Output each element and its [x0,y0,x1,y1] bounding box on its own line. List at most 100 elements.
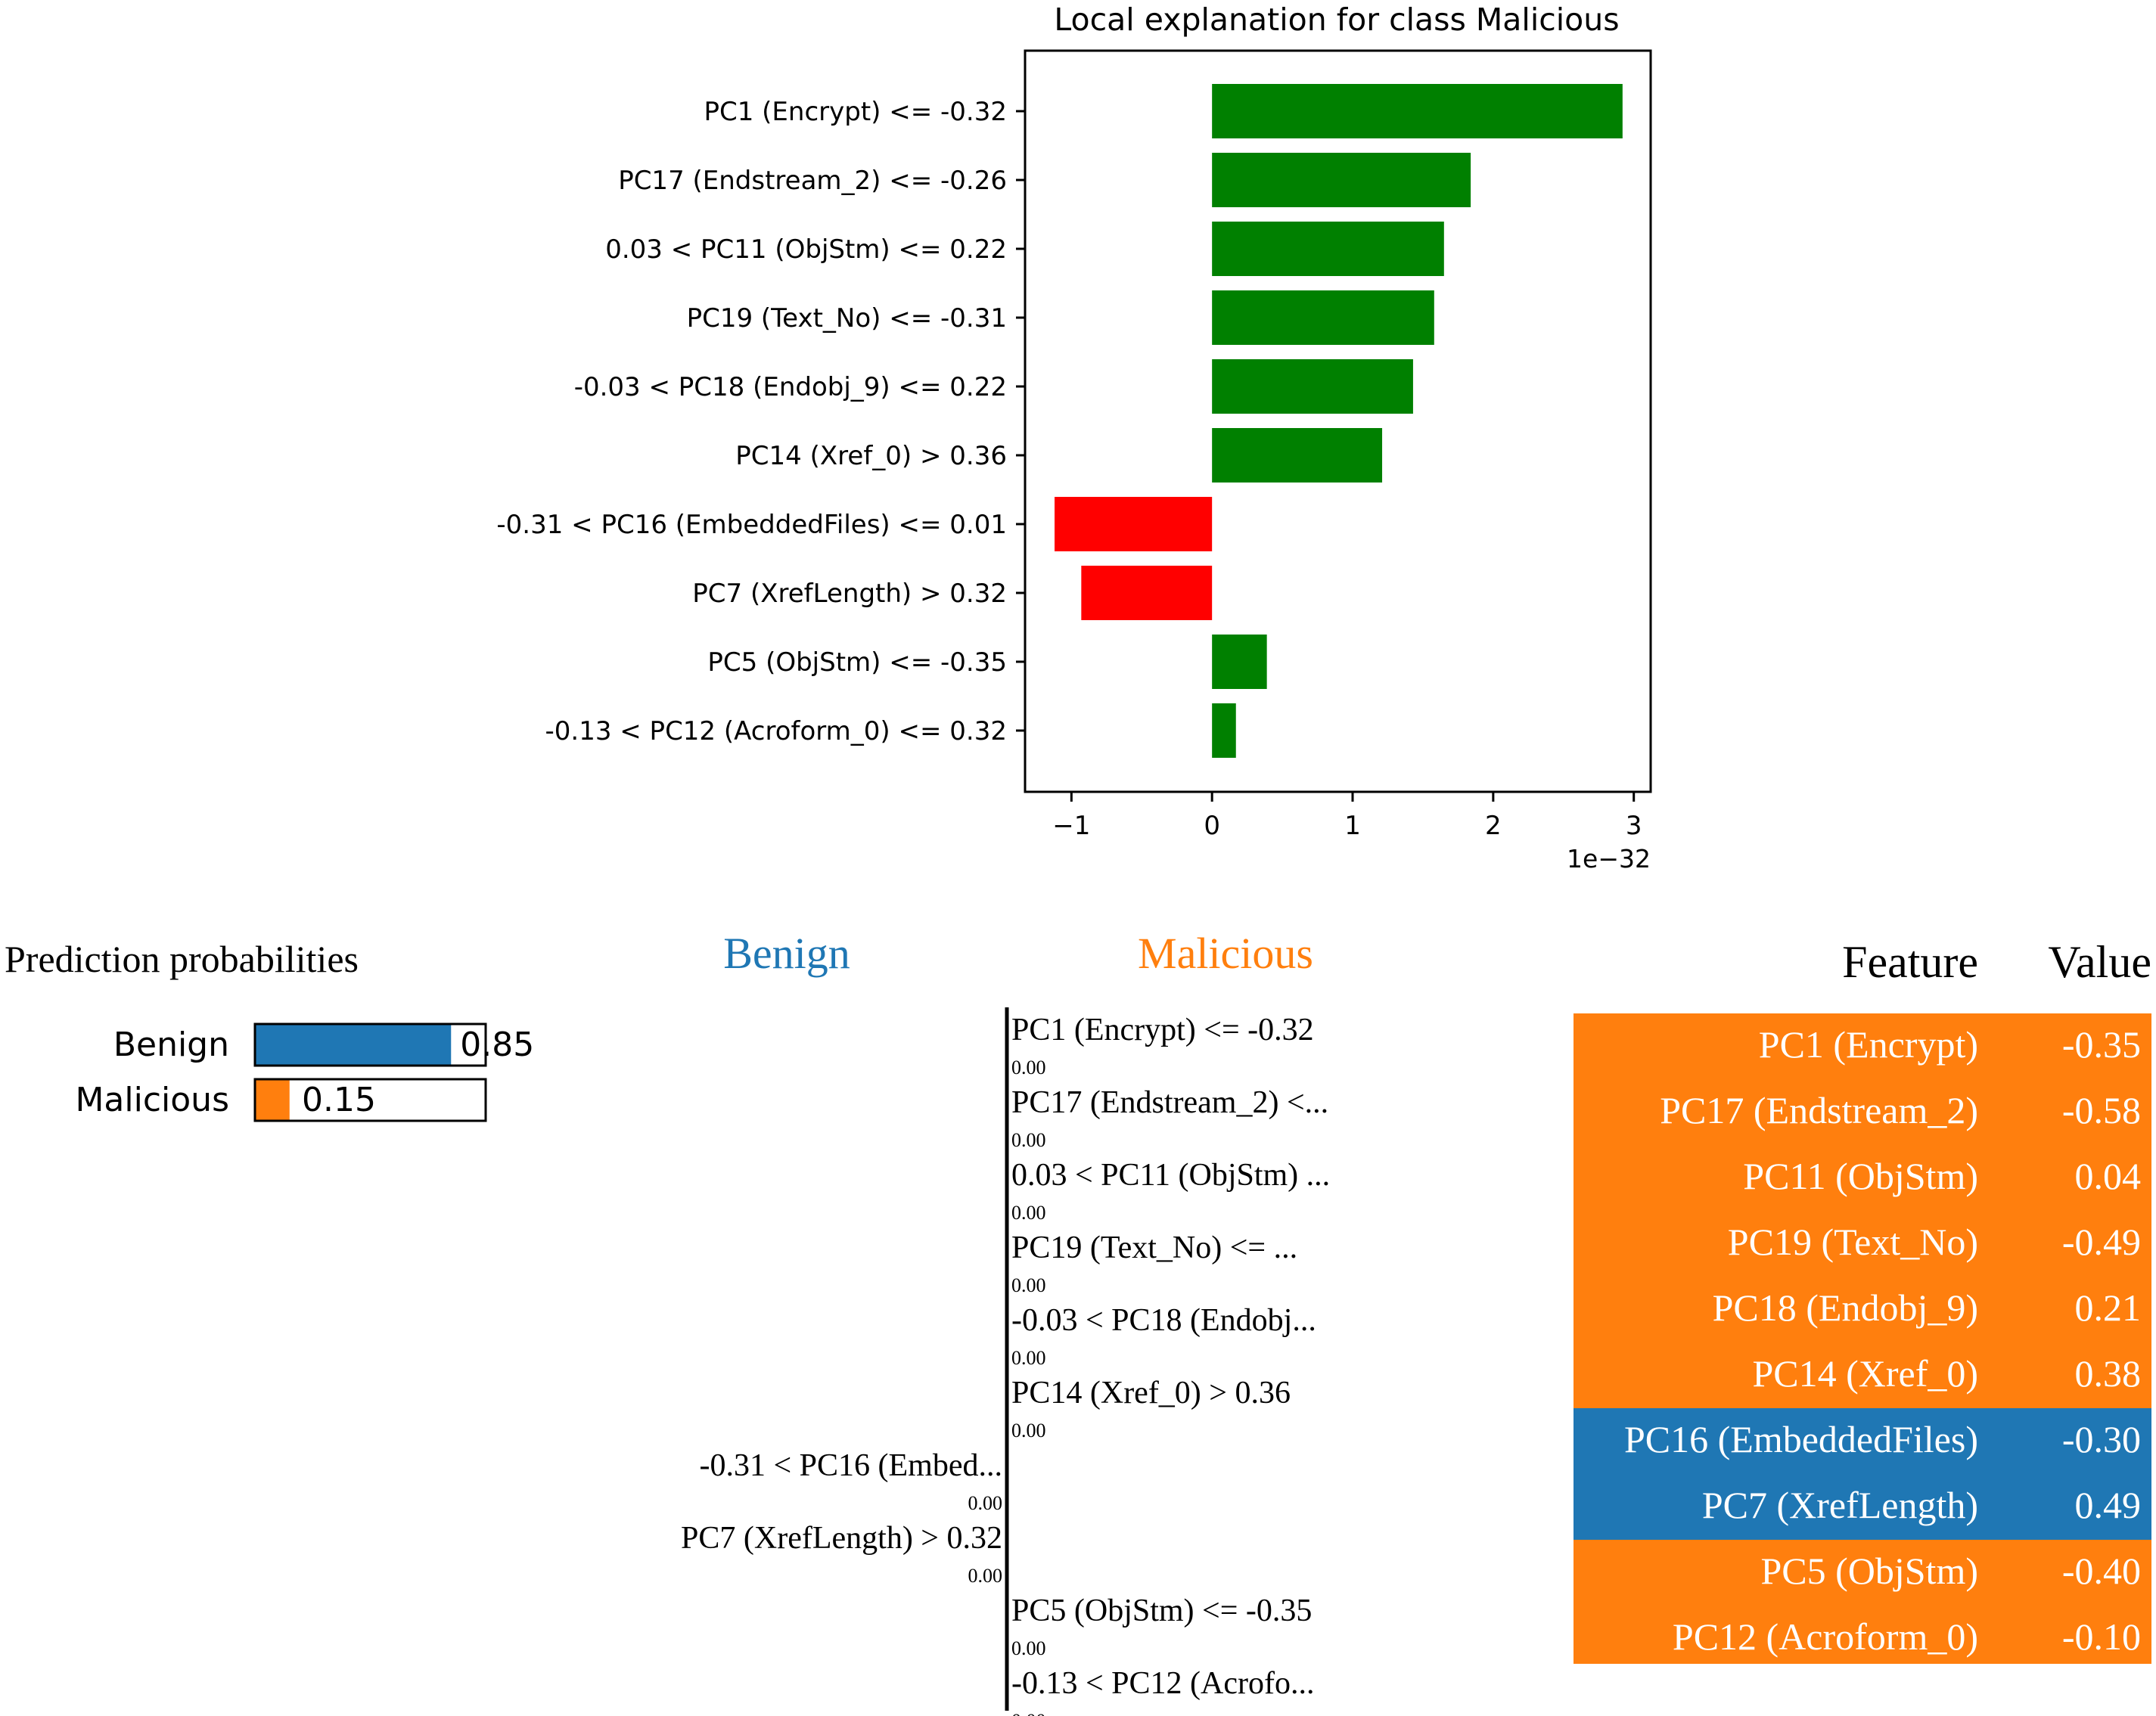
feature-weight-label: 0.00 [1011,1202,1046,1224]
feature-weight-label: 0.00 [1011,1420,1046,1441]
bar [1212,703,1236,758]
probability-bar-frame [253,1022,487,1067]
probability-value: 0.85 [460,1026,534,1064]
bar-series [1055,84,1623,758]
y-tick-label: PC14 (Xref_0) > 0.36 [735,441,1007,471]
feature-name-cell: PC14 (Xref_0) [1752,1352,1978,1395]
feature-name-cell: PC12 (Acroform_0) [1673,1615,1978,1658]
y-tick-labels: PC1 (Encrypt) <= -0.32 PC17 (Endstream_2)… [496,97,1025,746]
feature-contribution-chart: Benign Malicious PC1 (Encrypt) <= -0.32 0… [681,929,1330,1716]
feature-weight-label: 0.00 [1011,1057,1046,1078]
table-row [1574,1342,2151,1409]
feature-weight-label: 0.00 [1011,1637,1046,1659]
feature-condition-label: 0.03 < PC11 (ObjStm) ... [1011,1158,1330,1193]
y-tick-label: PC5 (ObjStm) <= -0.35 [707,647,1007,678]
prediction-probabilities: Prediction probabilities Benign 0.85 Malic… [5,938,534,1122]
bar [1212,428,1383,483]
feature-name-cell: PC7 (XrefLength) [1702,1484,1978,1526]
chart-title: Local explanation for class Malicious [1054,2,1619,38]
column-header-feature: Feature [1842,938,1978,987]
x-tick-label: −1 [1052,811,1090,841]
feature-value-cell: -0.30 [2062,1418,2141,1460]
feature-value-cell: 0.38 [2075,1352,2142,1395]
y-tick-label: PC19 (Text_No) <= -0.31 [687,303,1007,334]
feature-name-cell: PC17 (Endstream_2) [1660,1089,1978,1131]
feature-weight-label: 0.00 [968,1565,1003,1587]
table-body: PC1 (Encrypt) -0.35 PC17 (Endstream_2) -0.5… [1574,1013,2151,1664]
y-tick-label: PC1 (Encrypt) <= -0.32 [704,97,1007,127]
feature-condition-label: PC14 (Xref_0) > 0.36 [1011,1376,1291,1410]
probability-label: Malicious [75,1081,229,1119]
table-row [1574,1013,2151,1080]
feature-condition-label: PC7 (XrefLength) > 0.32 [681,1521,1002,1556]
x-tick-label: 3 [1626,811,1642,841]
feature-name-cell: PC5 (ObjStm) [1760,1550,1978,1592]
y-tick-label: -0.31 < PC16 (EmbeddedFiles) <= 0.01 [496,510,1007,540]
class-label-malicious: Malicious [1138,929,1313,978]
feature-value-cell: -0.49 [2062,1221,2141,1263]
y-tick-label: -0.13 < PC12 (Acroform_0) <= 0.32 [545,716,1007,746]
x-tick-label: 1 [1344,811,1361,841]
feature-weight-label: 0.00 [968,1492,1003,1514]
feature-name-cell: PC1 (Encrypt) [1759,1023,1978,1066]
y-tick-label: -0.03 < PC18 (Endobj_9) <= 0.22 [574,372,1007,402]
bar [1212,153,1471,207]
column-header-value: Value [2048,938,2151,987]
table-row [1574,1277,2151,1343]
probability-label: Benign [113,1026,229,1064]
feature-weight-label: 0.00 [1011,1347,1046,1369]
feature-value-table: Feature Value PC1 (Encrypt) -0.35 PC17 (En… [1574,938,2151,1664]
table-row [1574,1474,2151,1541]
probability-bar-frame [253,1078,487,1122]
feature-weight-label: 0.00 [1011,1710,1046,1716]
plot-frame [1024,49,1652,793]
feature-value-cell: 0.49 [2075,1484,2142,1526]
x-tick-label: 2 [1485,811,1502,841]
table-row [1574,1211,2151,1277]
bar [1081,566,1213,620]
x-tick-label: 0 [1204,811,1220,841]
probability-bar [255,1024,452,1066]
feature-name-cell: PC18 (Endobj_9) [1713,1286,1978,1329]
bar [1212,290,1434,345]
probability-bar [255,1079,290,1121]
feature-condition-label: PC1 (Encrypt) <= -0.32 [1011,1013,1314,1047]
y-tick-label: PC17 (Endstream_2) <= -0.26 [618,166,1007,196]
feature-name-cell: PC11 (ObjStm) [1743,1155,1978,1197]
feature-condition-label: -0.03 < PC18 (Endobj... [1011,1303,1316,1338]
feature-value-cell: -0.40 [2062,1550,2141,1592]
class-label-benign: Benign [723,929,850,978]
feature-name-cell: PC19 (Text_No) [1728,1221,1978,1263]
table-row [1574,1079,2151,1146]
bar [1212,222,1444,276]
feature-weight-label: 0.00 [1011,1129,1046,1151]
probability-value: 0.15 [302,1081,376,1119]
table-row [1574,1408,2151,1475]
probability-bars: Benign 0.85 Malicious 0.15 [75,1022,534,1122]
feature-name-cell: PC16 (EmbeddedFiles) [1624,1418,1978,1460]
contribution-rows: PC1 (Encrypt) <= -0.32 0.00 PC17 (Endstrea… [681,1013,1330,1716]
feature-weight-label: 0.00 [1011,1274,1046,1296]
feature-condition-label: -0.31 < PC16 (Embed... [700,1448,1003,1483]
table-row [1574,1606,2151,1664]
feature-condition-label: PC5 (ObjStm) <= -0.35 [1011,1593,1312,1628]
feature-value-cell: -0.35 [2062,1023,2141,1066]
feature-value-cell: 0.21 [2075,1286,2142,1329]
feature-value-cell: -0.10 [2062,1615,2141,1658]
bar [1212,635,1267,689]
table-row [1574,1145,2151,1212]
y-tick-label: PC7 (XrefLength) > 0.32 [692,579,1007,609]
feature-condition-label: -0.13 < PC12 (Acrofo... [1011,1666,1314,1701]
x-axis-ticks: −1 0 1 2 3 [1052,792,1642,841]
bar [1212,84,1623,138]
feature-condition-label: PC19 (Text_No) <= ... [1011,1230,1297,1265]
y-tick-label: 0.03 < PC11 (ObjStm) <= 0.22 [605,234,1007,265]
axis-offset-label: 1e−32 [1567,844,1651,874]
feature-value-cell: 0.04 [2075,1155,2142,1197]
local-explanation-chart: Local explanation for class Malicious PC… [496,2,1652,874]
bar [1212,359,1413,414]
probabilities-title: Prediction probabilities [5,938,359,980]
feature-condition-label: PC17 (Endstream_2) <... [1011,1085,1328,1120]
feature-value-cell: -0.58 [2062,1089,2141,1131]
bar [1055,497,1213,551]
